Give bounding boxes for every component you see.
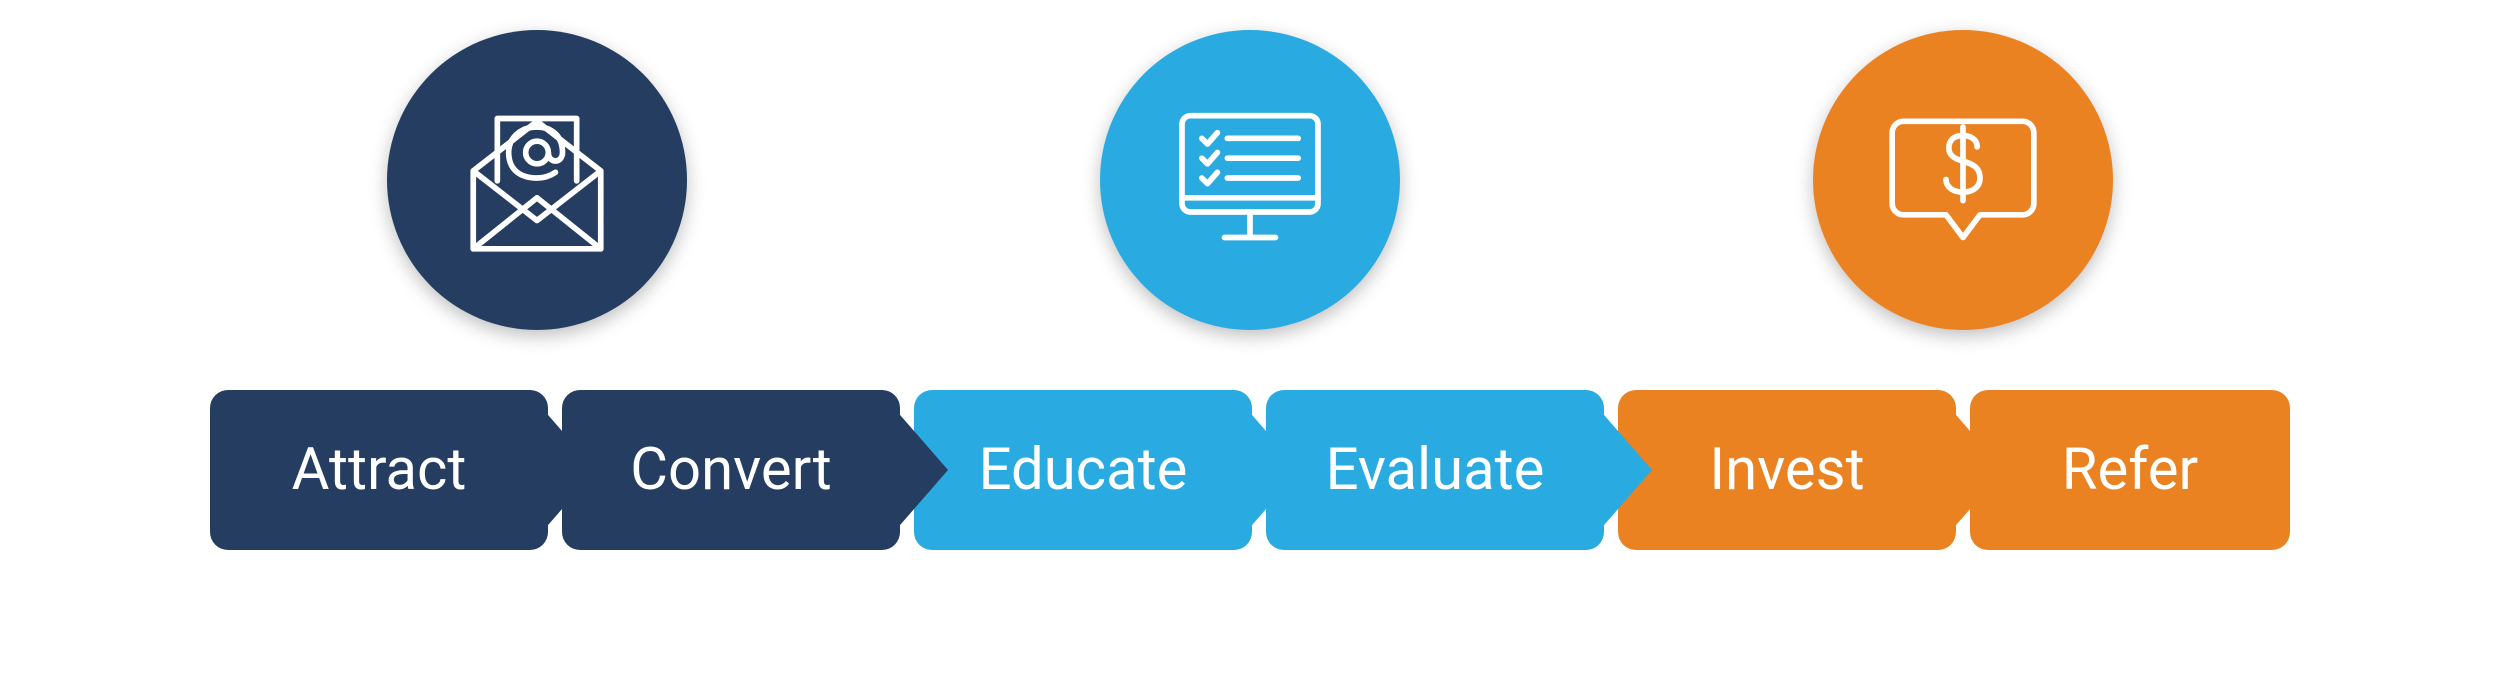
circle-educate-evaluate	[1100, 30, 1400, 330]
email-at-icon	[452, 93, 622, 267]
step-label: Evaluate	[1266, 390, 1604, 550]
circle-invest-refer	[1813, 30, 2113, 330]
step-label: Attract	[210, 390, 548, 550]
chevron-right-icon	[894, 408, 948, 532]
step-label: Invest	[1618, 390, 1956, 550]
funnel-diagram: Attract Convert Educate Evaluate Invest …	[80, 30, 2420, 550]
chevron-right-icon	[1950, 408, 2004, 532]
step-educate: Educate	[914, 390, 1252, 550]
icon-circles-row	[80, 30, 2420, 330]
step-label: Convert	[562, 390, 900, 550]
step-label: Educate	[914, 390, 1252, 550]
step-invest: Invest	[1618, 390, 1956, 550]
dollar-chat-icon	[1878, 93, 2048, 267]
step-refer: Refer	[1970, 390, 2290, 550]
monitor-checklist-icon	[1165, 93, 1335, 267]
chevron-right-icon	[1598, 408, 1652, 532]
step-attract: Attract	[210, 390, 548, 550]
step-evaluate: Evaluate	[1266, 390, 1604, 550]
circle-attract-convert	[387, 30, 687, 330]
step-convert: Convert	[562, 390, 900, 550]
chevron-right-icon	[542, 408, 596, 532]
chevron-right-icon	[1246, 408, 1300, 532]
steps-row: Attract Convert Educate Evaluate Invest …	[80, 390, 2420, 550]
step-label: Refer	[1970, 390, 2290, 550]
